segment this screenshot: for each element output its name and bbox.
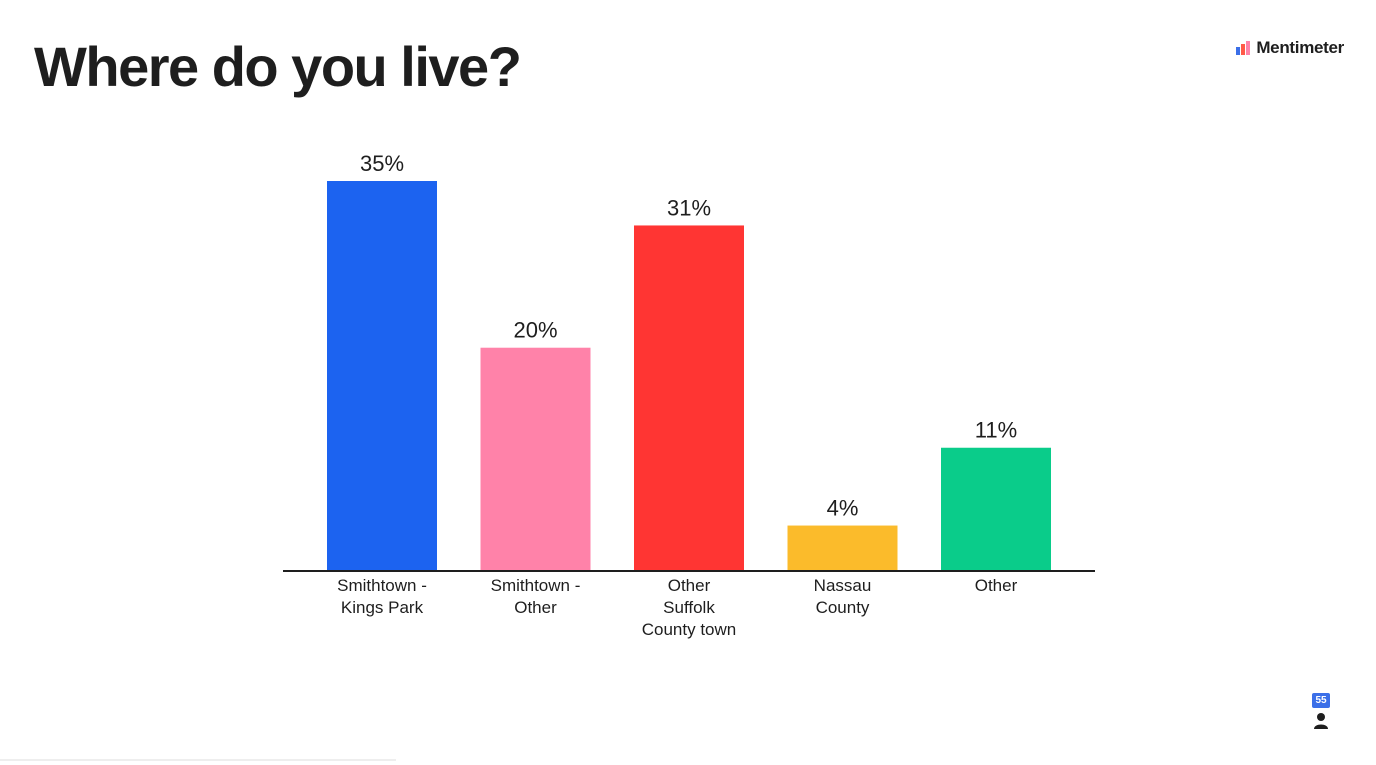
category-label: County town [642,620,737,639]
data-label: 20% [513,318,557,343]
response-count: 55 [1312,693,1330,708]
response-count-badge[interactable]: 55 [1310,693,1332,730]
bar [634,225,744,570]
category-label: Suffolk [663,598,715,617]
data-label: 11% [975,418,1017,443]
data-label: 35% [360,151,404,176]
data-label: 31% [667,195,711,220]
slide-title: Where do you live? [34,35,522,98]
data-label: 4% [827,496,859,521]
category-label: Nassau [814,576,872,595]
bar [787,525,898,570]
bar [480,347,591,570]
category-label: Other [514,598,557,617]
category-label: Other [975,576,1018,595]
mentimeter-logo-icon [1236,41,1251,55]
brand-name: Mentimeter [1256,38,1344,57]
category-label: County [816,598,870,617]
category-label: Smithtown - [491,576,581,595]
brand: Mentimeter [1236,38,1344,58]
category-label: Smithtown - [337,576,427,595]
bar [941,447,1051,570]
divider [0,759,396,761]
person-icon [1314,713,1328,729]
bar [327,181,437,570]
category-label: Kings Park [341,598,424,617]
category-label: Other [668,576,711,595]
